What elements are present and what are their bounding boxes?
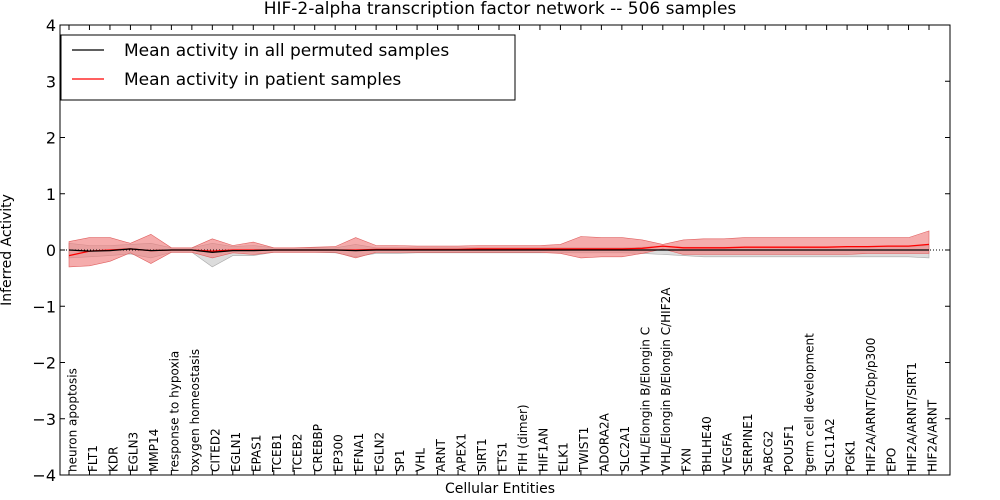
x-category-label: SERPINE1	[741, 413, 755, 472]
x-category-label: SP1	[393, 450, 407, 473]
x-category-label: HIF1AN	[536, 428, 550, 472]
y-tick-label: 1	[46, 185, 56, 204]
y-tick-label: 4	[46, 16, 56, 35]
x-category-label: ETS1	[495, 442, 509, 472]
x-axis: neuron apoptosis FLT1 KDR EGLN3 MMP14 respons…	[65, 25, 939, 475]
y-tick-label: −2	[32, 354, 56, 373]
x-category-label: EGLN1	[229, 432, 243, 472]
x-category-label: BHLHE40	[700, 416, 714, 472]
x-category-label: FXN	[680, 448, 694, 472]
x-category-label: SLC11A2	[823, 418, 837, 472]
x-category-label: ARNT	[434, 438, 448, 472]
series-lines	[68, 243, 930, 257]
x-category-label: HIF2A/ARNT/SIRT1	[905, 362, 919, 472]
legend-box	[60, 34, 516, 101]
x-category-label: EGLN2	[372, 432, 386, 472]
x-category-label: KDR	[106, 447, 120, 472]
x-category-label: FIH (dimer)	[516, 404, 530, 472]
x-category-label: TCEB2	[290, 434, 304, 473]
x-category-label: germ cell development	[802, 333, 816, 472]
series-line-0	[68, 248, 929, 253]
x-category-label: FLT1	[86, 445, 100, 472]
x-category-label: MMP14	[147, 429, 161, 472]
series-line-1	[68, 243, 930, 257]
x-category-label: VHL/Elongin B/Elongin C/HIF2A	[659, 287, 673, 472]
legend: Mean activity in all permuted samples Me…	[60, 34, 516, 101]
x-category-label: TCEB1	[270, 434, 284, 473]
x-category-label: ABCG2	[761, 430, 775, 472]
legend-label-permuted: Mean activity in all permuted samples	[124, 41, 449, 61]
x-category-label: EFNA1	[352, 433, 366, 472]
x-category-label: CITED2	[209, 428, 223, 472]
x-category-label: neuron apoptosis	[65, 368, 79, 472]
legend-label-patient: Mean activity in patient samples	[124, 70, 401, 90]
x-category-label: PGK1	[843, 440, 857, 472]
y-tick-label: 0	[46, 241, 56, 260]
x-category-label: EPO	[884, 448, 898, 472]
x-category-label: HIF2A/ARNT	[925, 399, 939, 472]
x-category-label: POU5F1	[782, 424, 796, 472]
x-category-label: TWIST1	[577, 427, 591, 473]
x-category-label: SIRT1	[475, 438, 489, 472]
x-category-label: EP300	[331, 434, 345, 472]
x-axis-title: Cellular Entities	[445, 481, 555, 497]
x-category-label: VHL	[413, 448, 427, 472]
chart-title: HIF-2-alpha transcription factor network…	[264, 0, 737, 19]
x-category-label: ADORA2A	[598, 412, 612, 472]
x-category-label: VEGFA	[720, 432, 734, 472]
x-category-label: APEX1	[454, 433, 468, 472]
y-tick-label: −3	[32, 410, 56, 429]
x-category-label: VHL/Elongin B/Elongin C	[639, 327, 653, 472]
x-category-label: EGLN3	[127, 432, 141, 472]
x-category-label: ELK1	[557, 442, 571, 472]
x-category-label: SLC2A1	[618, 426, 632, 472]
x-category-label: EPAS1	[250, 434, 264, 472]
y-tick-label: 2	[46, 129, 56, 148]
x-category-label: HIF2A/ARNT/Cbp/p300	[864, 338, 878, 472]
y-axis-title: Inferred Activity	[0, 194, 15, 306]
y-tick-label: −1	[32, 297, 56, 316]
x-category-label: CREBBP	[311, 424, 325, 472]
y-tick-label: 3	[46, 72, 56, 91]
x-category-label: oxygen homeostasis	[188, 349, 202, 472]
y-axis: 4 3 2 1 0 −1 −2 −3 −4	[32, 16, 950, 485]
y-tick-label: −4	[32, 466, 56, 485]
x-category-label: response to hypoxia	[168, 351, 182, 472]
